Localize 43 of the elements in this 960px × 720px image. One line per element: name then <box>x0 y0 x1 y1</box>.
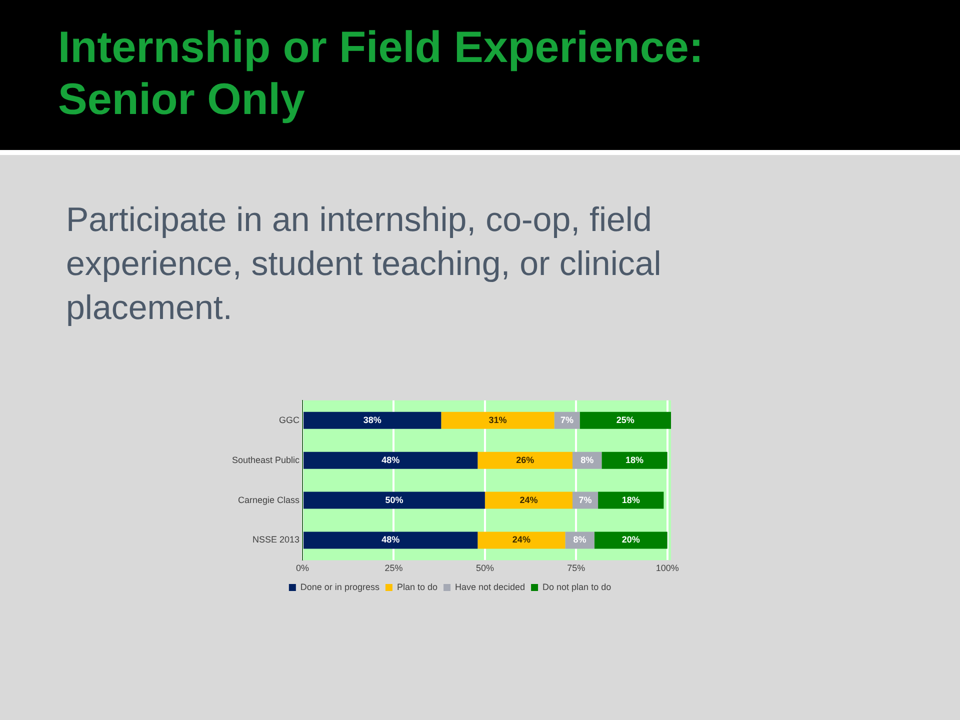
legend-label: Do not plan to do <box>542 582 612 592</box>
legend-label: Done or in progress <box>300 582 380 592</box>
y-tick-label: GGC <box>279 414 300 425</box>
bar <box>478 452 572 469</box>
bar <box>602 452 668 469</box>
data-label: 8% <box>573 534 586 545</box>
y-tick-label: NSSE 2013 <box>252 534 300 545</box>
y-tick-label: Carnegie Class <box>238 494 300 505</box>
data-label: 18% <box>626 454 644 465</box>
chart-title: Internship or Field Experience: Senior Only <box>58 22 704 126</box>
data-label: 24% <box>520 494 538 505</box>
bar <box>478 532 566 549</box>
data-label: 48% <box>382 454 400 465</box>
bar <box>484 492 572 509</box>
y-tick-label: Southeast Public <box>232 454 300 465</box>
bar <box>304 412 442 429</box>
bar <box>580 412 671 429</box>
bar <box>304 532 478 549</box>
data-label: 8% <box>580 454 594 465</box>
data-label: 48% <box>382 534 400 545</box>
bar <box>304 492 485 509</box>
x-tick-label: 75% <box>567 563 586 574</box>
x-tick-label: 100% <box>656 563 679 574</box>
data-label: 7% <box>578 494 592 505</box>
bar <box>594 532 668 549</box>
bar <box>304 452 478 469</box>
bar <box>598 492 664 509</box>
x-tick-label: 50% <box>476 563 494 574</box>
data-label: 50% <box>385 494 404 505</box>
data-label: 18% <box>622 494 640 505</box>
bar <box>441 412 554 429</box>
x-tick-label: 0% <box>296 563 310 574</box>
chart-subtitle: Participate in an internship, co-op, field experience, student teaching, or clinical placement. <box>66 200 662 329</box>
data-label: 25% <box>616 414 634 425</box>
data-label: 26% <box>516 454 534 465</box>
data-label: 20% <box>622 534 640 545</box>
x-tick-label: 25% <box>384 563 403 574</box>
legend-label: Plan to do <box>396 582 438 592</box>
data-label: 38% <box>363 414 382 425</box>
data-label: 24% <box>512 534 530 545</box>
legend-label: Have not decided <box>454 582 526 592</box>
data-label: 31% <box>488 414 507 425</box>
data-label: 7% <box>560 414 574 425</box>
